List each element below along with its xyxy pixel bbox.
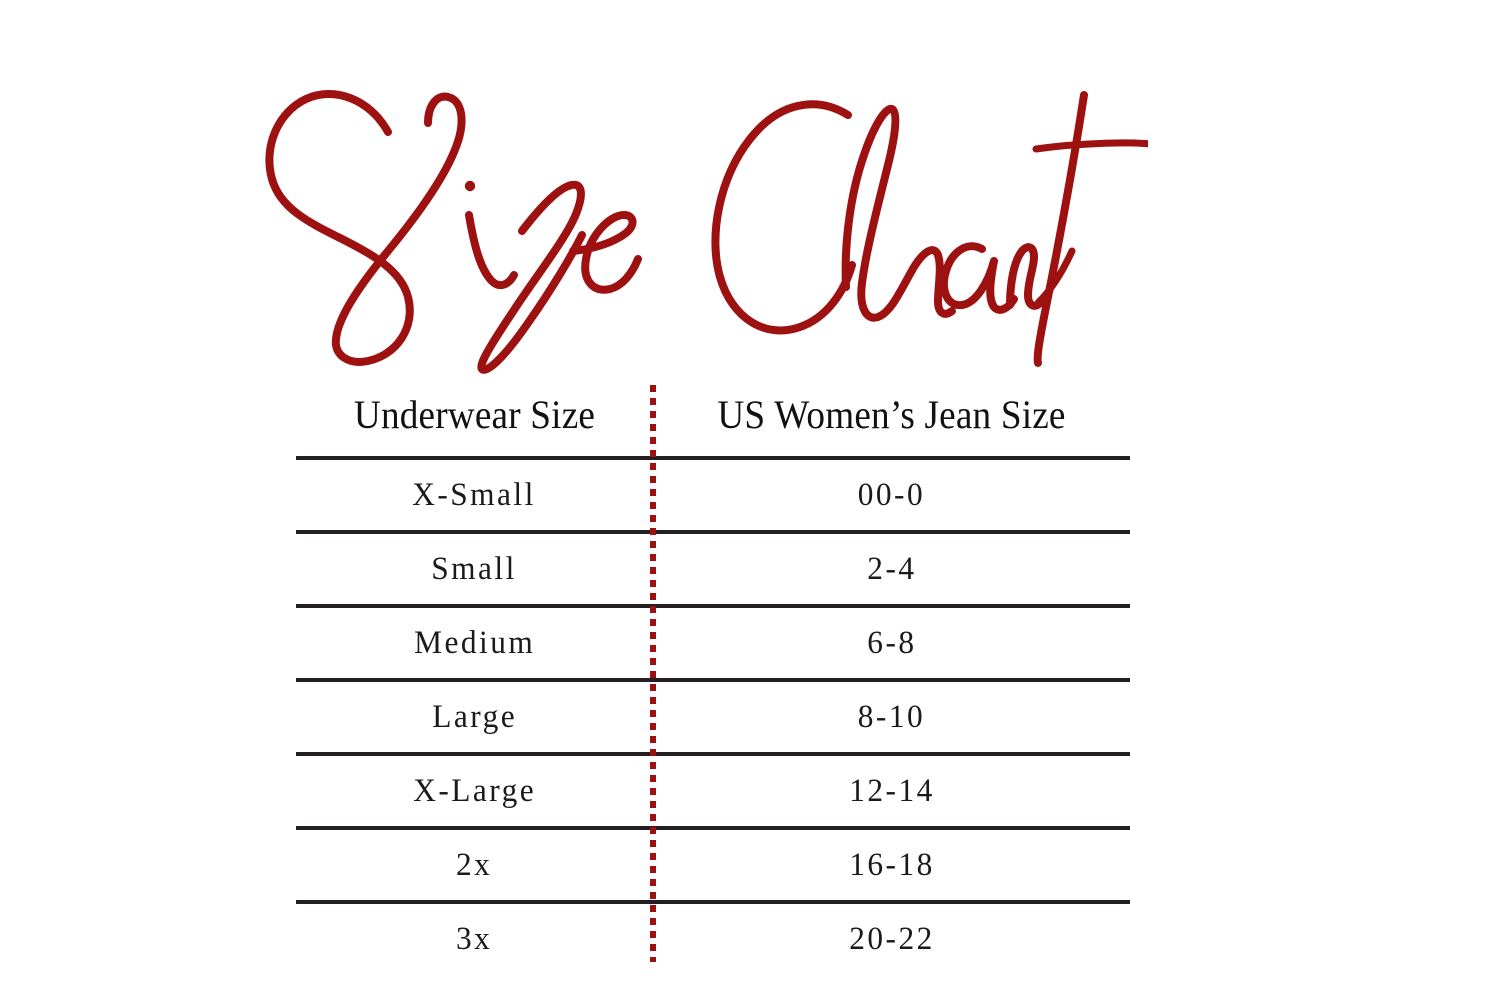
cell-jean-size: 20-22	[653, 900, 1130, 974]
cell-underwear-size: Large	[296, 678, 653, 754]
size-chart-table: Underwear Size US Women’s Jean Size X-Sm…	[296, 385, 1130, 974]
table-row: Medium 6-8	[296, 604, 1130, 680]
cell-jean-size: 8-10	[653, 678, 1130, 754]
cell-underwear-size: 2x	[296, 826, 653, 902]
cell-jean-size-text: 20-22	[848, 920, 935, 957]
cell-underwear-size-text: Small	[431, 550, 518, 587]
cell-jean-size: 6-8	[653, 604, 1130, 680]
table-row: Large 8-10	[296, 678, 1130, 754]
cell-underwear-size: Small	[296, 530, 653, 606]
size-chart-table-wrap: Underwear Size US Women’s Jean Size X-Sm…	[296, 385, 1130, 974]
cell-underwear-size: X-Large	[296, 752, 653, 828]
cell-underwear-size-text: Medium	[413, 624, 536, 661]
table-row: Small 2-4	[296, 530, 1130, 606]
red-dotted-vertical-divider	[650, 385, 656, 962]
table-row: 3x 20-22	[296, 900, 1130, 974]
cell-underwear-size-text: X-Small	[412, 476, 537, 513]
table-row: 2x 16-18	[296, 826, 1130, 902]
cell-underwear-size-text: Large	[432, 698, 517, 735]
cell-underwear-size-text: 2x	[456, 846, 493, 883]
cell-jean-size-text: 16-18	[848, 846, 935, 883]
table-row: X-Small 00-0	[296, 456, 1130, 532]
table-header-row: Underwear Size US Women’s Jean Size	[296, 385, 1130, 458]
table-body: X-Small 00-0 Small 2-4 Medium 6-8 Large …	[296, 456, 1130, 974]
title-block: Size Chart	[0, 0, 1500, 385]
cell-jean-size: 00-0	[653, 456, 1130, 532]
cell-underwear-size: X-Small	[296, 456, 653, 532]
cell-jean-size-text: 6-8	[866, 624, 917, 661]
table-head: Underwear Size US Women’s Jean Size	[296, 385, 1130, 458]
cell-jean-size: 2-4	[653, 530, 1130, 606]
cell-jean-size-text: 2-4	[866, 550, 917, 587]
table-row: X-Large 12-14	[296, 752, 1130, 828]
page-title-script	[265, 90, 1148, 374]
cell-underwear-size: 3x	[296, 900, 653, 974]
cell-underwear-size: Medium	[296, 604, 653, 680]
column-header-jean-size: US Women’s Jean Size	[717, 392, 1066, 437]
cell-jean-size: 16-18	[653, 826, 1130, 902]
cell-jean-size: 12-14	[653, 752, 1130, 828]
cell-jean-size-text: 8-10	[857, 698, 926, 735]
column-header-underwear-size: Underwear Size	[353, 392, 596, 437]
cell-jean-size-text: 12-14	[848, 772, 935, 809]
cell-underwear-size-text: X-Large	[413, 772, 536, 809]
cell-jean-size-text: 00-0	[857, 476, 926, 513]
cell-underwear-size-text: 3x	[456, 920, 493, 957]
